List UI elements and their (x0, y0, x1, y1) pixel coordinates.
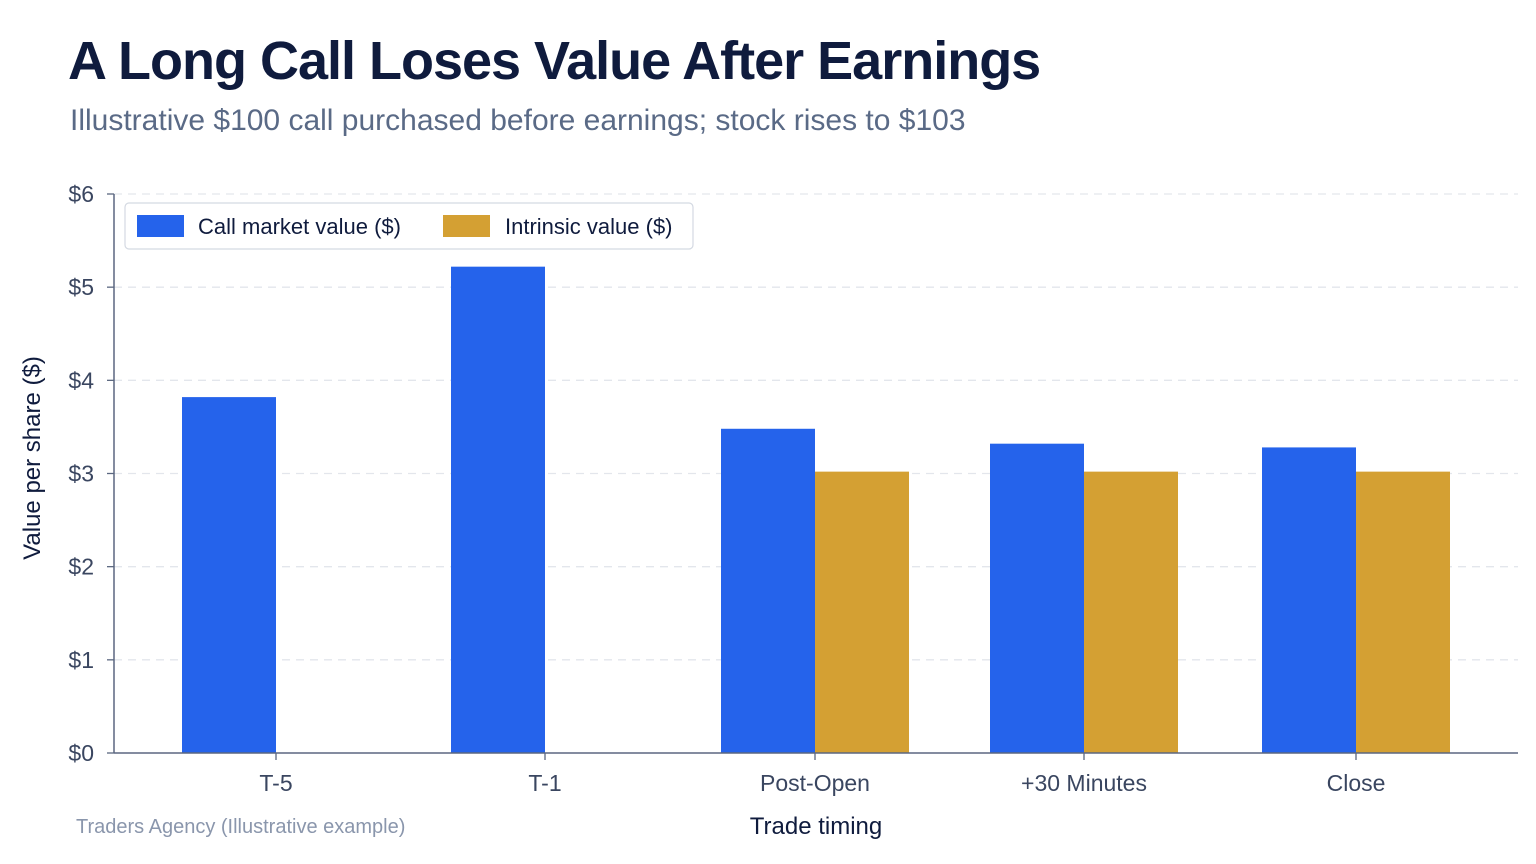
bar-call-market-value (721, 428, 815, 753)
bar-intrinsic-value (1356, 471, 1450, 753)
legend-label-call: Call market value ($) (198, 214, 401, 239)
bar-call-market-value (990, 443, 1084, 753)
y-tick-label: $5 (68, 274, 94, 300)
legend-label-intrinsic: Intrinsic value ($) (505, 214, 673, 239)
x-tick-labels: T-5 T-1 Post-Open +30 Minutes Close (259, 770, 1385, 796)
y-tick-label: $2 (68, 554, 94, 580)
bar-intrinsic-value (1084, 471, 1178, 753)
bar-call-market-value (1262, 447, 1356, 753)
x-tick-label: T-1 (528, 770, 561, 796)
x-axis-label: Trade timing (750, 813, 883, 840)
legend-swatch-call (137, 215, 184, 237)
y-tick-label: $3 (68, 461, 94, 487)
y-tick-label: $6 (68, 181, 94, 207)
x-tick-label: +30 Minutes (1021, 770, 1147, 796)
x-tick-label: Close (1327, 770, 1386, 796)
legend: Call market value ($) Intrinsic value ($… (124, 202, 694, 250)
legend-frame (124, 202, 694, 250)
y-axis-label: Value per share ($) (19, 356, 46, 560)
bar-intrinsic-value (815, 471, 909, 753)
bar-call-market-value (451, 266, 545, 753)
legend-swatch-intrinsic (443, 215, 490, 237)
axes (113, 194, 1518, 760)
chart-title: A Long Call Loses Value After Earnings (68, 31, 1041, 91)
y-tick-label: $0 (68, 740, 94, 766)
bar-call-market-value (182, 397, 276, 753)
chart-subtitle: Illustrative $100 call purchased before … (70, 104, 966, 137)
bars (182, 266, 1450, 753)
x-tick-label: T-5 (259, 770, 292, 796)
source-note: Traders Agency (Illustrative example) (76, 816, 406, 838)
x-tick-label: Post-Open (760, 770, 870, 796)
y-tick-labels: $0 $1 $2 $3 $4 $5 $6 (68, 181, 94, 766)
y-tick-label: $4 (68, 367, 94, 393)
y-tick-label: $1 (68, 647, 94, 673)
